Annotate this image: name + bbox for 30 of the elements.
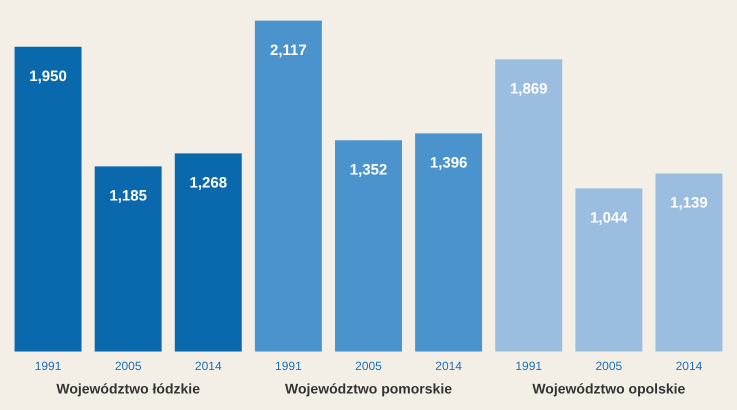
- bar: [254, 20, 322, 352]
- data-label: 1,352: [350, 161, 388, 178]
- x-tick-label: 2005: [595, 359, 623, 374]
- data-label: 1,185: [109, 187, 147, 204]
- text: Województwo opolskie: [532, 380, 686, 396]
- data-label: 2,117: [270, 42, 307, 59]
- data-label: 1,950: [29, 68, 67, 85]
- bar: [655, 174, 722, 352]
- x-tick-label: 2005: [114, 359, 142, 374]
- data-label: 1,396: [430, 154, 468, 172]
- x-tick-label: 1991: [515, 359, 542, 374]
- data-label: 1,139: [670, 194, 708, 212]
- data-label: 1,869: [510, 80, 548, 98]
- x-tick-label: 2014: [676, 359, 703, 374]
- x-tick-label: 2014: [435, 359, 462, 374]
- bar: [575, 188, 642, 352]
- bar: [14, 46, 82, 352]
- bar: [495, 59, 562, 352]
- bar: [335, 140, 402, 352]
- data-label: 1,044: [590, 210, 628, 227]
- bar: [174, 153, 242, 352]
- text: Województwo pomorskie: [285, 380, 452, 396]
- x-tick-label: 2005: [355, 359, 382, 374]
- bar: [415, 133, 482, 352]
- x-tick-label: 2014: [194, 359, 222, 374]
- bar: [94, 166, 162, 352]
- text: Województwo łódzkie: [56, 380, 200, 396]
- x-tick-label: 1991: [34, 359, 62, 374]
- data-label: 1,268: [190, 174, 228, 192]
- x-tick-label: 1991: [275, 359, 302, 374]
